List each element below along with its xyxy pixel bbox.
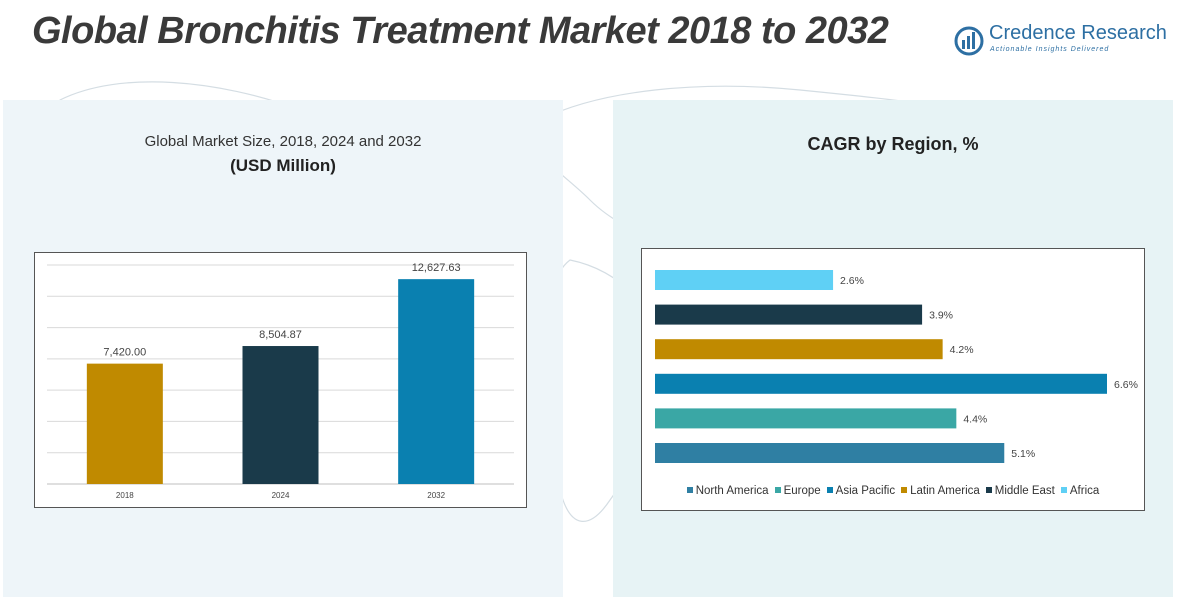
- market-size-panel: Global Market Size, 2018, 2024 and 2032 …: [3, 100, 563, 597]
- legend-item-north-america: North America: [686, 485, 769, 497]
- bar-value-label-2018: 7,420.00: [103, 347, 146, 359]
- legend-label-north-america: North America: [695, 485, 769, 497]
- legend-label-europe: Europe: [783, 485, 821, 497]
- legend-item-europe: Europe: [774, 485, 821, 497]
- page-title: Global Bronchitis Treatment Market 2018 …: [32, 10, 889, 52]
- bar-2032: [398, 279, 475, 484]
- x-tick-label-2024: 2024: [272, 491, 290, 500]
- bar-value-label-2032: 12,627.63: [412, 262, 461, 274]
- cagr-legend: North America Europe Asia Pacific Latin Ame…: [642, 485, 1144, 497]
- cagr-value-label-africa: 2.6%: [840, 275, 864, 287]
- bar-2018: [86, 363, 163, 484]
- cagr-value-label-latin-america: 4.2%: [950, 344, 974, 356]
- bar-value-label-2024: 8,504.87: [259, 329, 302, 341]
- legend-label-africa: Africa: [1069, 485, 1100, 497]
- cagr-value-label-europe: 4.4%: [963, 413, 987, 425]
- cagr-bar-chart: 2.6% 3.9% 4.2% 6.6% 4.4% 5.1%: [655, 270, 1138, 463]
- bar-2024: [242, 346, 319, 484]
- legend-item-africa: Africa: [1060, 485, 1100, 497]
- cagr-value-label-north-america: 5.1%: [1011, 448, 1035, 460]
- x-tick-label-2032: 2032: [427, 491, 445, 500]
- market-size-bar-chart: 7,420.00 2018 8,504.87 2024 12,627.63 2032: [47, 262, 514, 500]
- cagr-chart-title: CAGR by Region, %: [807, 134, 979, 154]
- legend-label-asia-pacific: Asia Pacific: [835, 485, 896, 497]
- legend-swatch-latin-america: [901, 487, 908, 493]
- cagr-bar-europe: [655, 408, 957, 429]
- cagr-value-label-middle-east: 3.9%: [929, 310, 953, 322]
- cagr-bar-asia-pacific: [655, 373, 1107, 394]
- legend-label-latin-america: Latin America: [910, 485, 980, 497]
- legend-label-middle-east: Middle East: [994, 485, 1055, 497]
- legend-swatch-north-america: [686, 487, 693, 493]
- legend-item-middle-east: Middle East: [985, 485, 1055, 497]
- cagr-chart-frame: 2.6% 3.9% 4.2% 6.6% 4.4% 5.1% North America Eu…: [641, 248, 1145, 511]
- credence-logo-icon: [954, 26, 984, 56]
- cagr-bar-north-america: [655, 443, 1005, 463]
- legend-swatch-africa: [1060, 487, 1067, 493]
- legend-item-latin-america: Latin America: [901, 485, 980, 497]
- legend-swatch-asia-pacific: [826, 487, 833, 493]
- legend-item-asia-pacific: Asia Pacific: [826, 485, 896, 497]
- cagr-bar-africa: [655, 270, 834, 290]
- market-size-unit-label: (USD Million): [230, 156, 336, 175]
- cagr-bar-middle-east: [655, 304, 923, 325]
- market-size-chart-title: Global Market Size, 2018, 2024 and 2032: [144, 133, 422, 150]
- x-tick-label-2018: 2018: [116, 491, 134, 500]
- cagr-panel: CAGR by Region, % 2.6% 3.9% 4.2% 6.6% 4.4% 5.…: [613, 100, 1173, 597]
- logo-name: Credence Research: [989, 22, 1167, 44]
- cagr-bar-latin-america: [655, 339, 943, 360]
- credence-research-logo: Credence Research Actionable Insights De…: [953, 22, 1167, 62]
- cagr-value-label-asia-pacific: 6.6%: [1114, 379, 1138, 391]
- market-size-chart-frame: 7,420.00 2018 8,504.87 2024 12,627.63 2032: [34, 252, 527, 508]
- logo-tagline: Actionable Insights Delivered: [990, 46, 1110, 53]
- legend-swatch-europe: [774, 487, 781, 493]
- legend-swatch-middle-east: [985, 487, 992, 493]
